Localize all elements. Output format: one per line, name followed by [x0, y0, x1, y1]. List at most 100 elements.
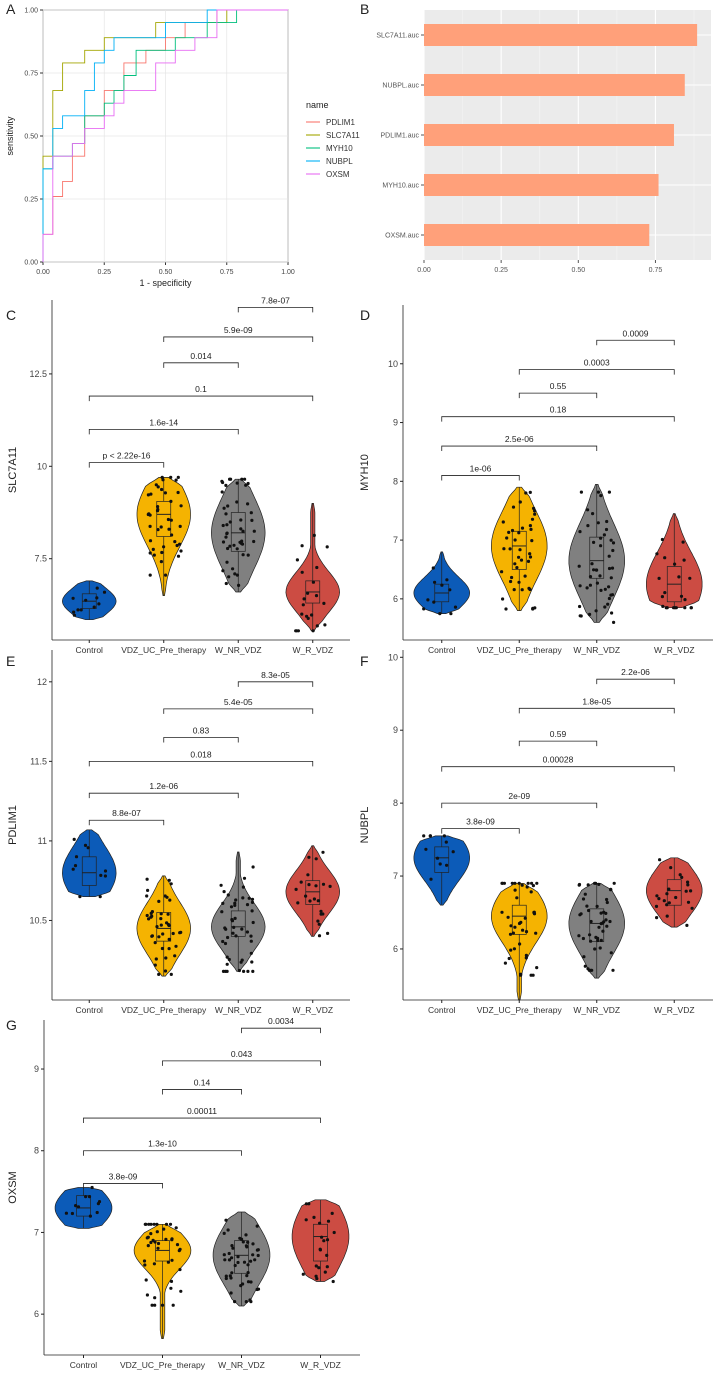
- x-tick-label: 0.00: [36, 269, 50, 276]
- y-tick-label: 10: [37, 461, 47, 471]
- y-tick-label: SLC7A11.auc: [376, 33, 419, 40]
- p-value-label: 2e-09: [508, 791, 530, 801]
- data-point: [153, 1240, 157, 1244]
- data-point: [686, 883, 690, 887]
- x-tick-label: W_R_VDZ: [300, 1360, 341, 1370]
- data-point: [321, 882, 326, 886]
- legend-entry-pdlim1: PDLIM1: [326, 118, 355, 127]
- panel-label: A: [6, 1, 16, 17]
- data-point: [332, 1230, 336, 1235]
- data-point: [505, 536, 509, 540]
- data-point: [174, 1226, 178, 1230]
- comparison-bracket: [237, 306, 314, 313]
- comparison-bracket: [441, 828, 520, 834]
- data-point: [220, 490, 224, 494]
- data-point: [686, 880, 690, 884]
- y-tick-label: 12.5: [29, 369, 47, 379]
- data-point: [176, 475, 180, 479]
- x-tick-label: W_NR_VDZ: [218, 1360, 265, 1370]
- data-point: [527, 586, 531, 591]
- y-tick-label: 9: [393, 418, 398, 428]
- data-point: [222, 506, 226, 510]
- legend-entry-slc7a11: SLC7A11: [326, 131, 360, 140]
- data-point: [325, 545, 329, 549]
- data-point: [251, 969, 255, 974]
- data-point: [161, 478, 165, 482]
- data-point: [146, 1244, 150, 1248]
- data-point: [88, 1214, 92, 1218]
- data-point: [428, 834, 432, 838]
- data-point: [507, 530, 511, 535]
- data-point: [242, 969, 246, 974]
- comparison-bracket: [596, 678, 675, 685]
- data-point: [602, 533, 607, 537]
- comparison-bracket: [162, 1089, 242, 1095]
- data-point: [237, 968, 241, 973]
- comparison-bracket: [237, 681, 314, 687]
- data-point: [156, 1241, 161, 1246]
- data-point: [445, 578, 449, 582]
- data-point: [599, 922, 603, 926]
- data-point: [71, 867, 75, 871]
- p-value-label: 1.2e-06: [149, 781, 178, 791]
- violin-w_r_vdz: [646, 857, 703, 928]
- data-point: [609, 887, 613, 892]
- x-tick-label: 0.00: [417, 267, 431, 274]
- data-point: [609, 576, 613, 580]
- data-point: [596, 521, 600, 525]
- comparison-bracket: [88, 819, 165, 826]
- y-tick-label: 9: [34, 1064, 39, 1074]
- data-point: [246, 502, 250, 506]
- data-point: [231, 567, 235, 571]
- data-point: [302, 597, 306, 601]
- data-point: [148, 524, 152, 529]
- data-point: [223, 969, 228, 974]
- data-point: [249, 1259, 253, 1263]
- data-point: [246, 1263, 250, 1267]
- data-point: [95, 586, 99, 590]
- box-iqr: [434, 846, 450, 873]
- data-point: [244, 1244, 248, 1248]
- data-point: [422, 607, 426, 611]
- data-point: [241, 885, 245, 889]
- data-point: [316, 919, 320, 923]
- data-point: [611, 968, 615, 972]
- data-point: [595, 904, 599, 909]
- data-point: [518, 942, 522, 946]
- data-point: [655, 552, 659, 556]
- data-point: [159, 912, 163, 916]
- comparison-bracket: [163, 708, 314, 714]
- data-point: [654, 904, 659, 909]
- data-point: [167, 937, 171, 942]
- p-value-label: 0.00028: [543, 755, 574, 765]
- x-tick-label: W_R_VDZ: [654, 645, 695, 655]
- data-point: [255, 1224, 259, 1228]
- data-point: [322, 601, 326, 606]
- data-point: [513, 538, 517, 542]
- data-point: [232, 925, 236, 930]
- data-point: [224, 483, 228, 487]
- data-point: [157, 972, 161, 977]
- data-point: [178, 542, 182, 546]
- data-point: [655, 894, 659, 898]
- data-point: [235, 573, 239, 577]
- data-point: [306, 591, 310, 595]
- data-point: [317, 1266, 321, 1270]
- data-point: [438, 862, 442, 866]
- data-point: [152, 1222, 156, 1226]
- data-point: [241, 1240, 245, 1244]
- comparison-bracket: [163, 362, 239, 368]
- data-point: [588, 933, 592, 937]
- p-value-label: 3.8e-09: [109, 1171, 138, 1181]
- data-point: [300, 570, 304, 574]
- data-point: [224, 512, 228, 516]
- data-point: [169, 499, 173, 503]
- panel-d-violin-chart: D 6 7 8 9 10 MYH10 Control VDZ_UC_Pre_therapy W_N…: [359, 305, 713, 655]
- p-value-label: 3.8e-09: [466, 817, 495, 827]
- y-tick-label: 6: [34, 1309, 39, 1319]
- p-value-label: 0.18: [550, 405, 567, 415]
- y-tick-label: 11.5: [30, 756, 47, 766]
- data-point: [500, 910, 504, 914]
- data-point: [220, 479, 224, 483]
